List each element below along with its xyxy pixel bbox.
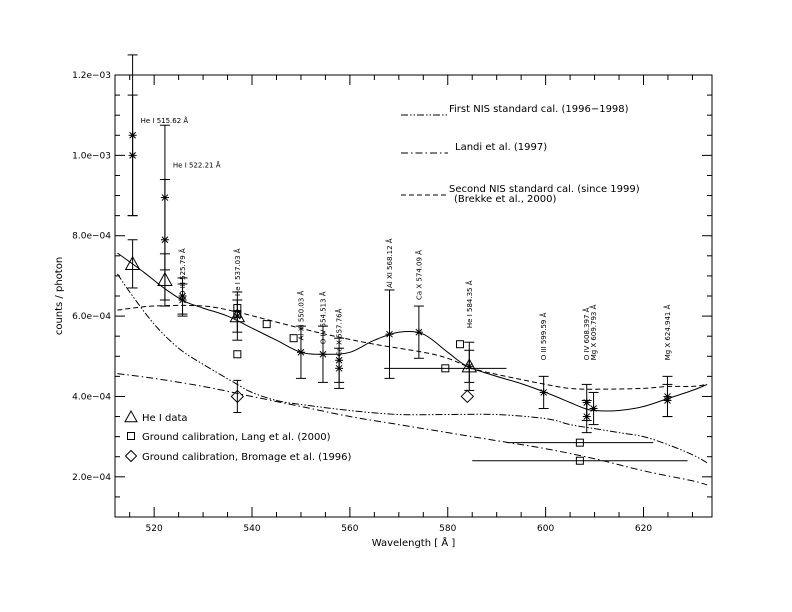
legend-diamond-icon: [124, 449, 138, 463]
square-point: [262, 320, 271, 329]
y-tick-label: 1.2e−03: [72, 71, 111, 81]
star-point: [128, 151, 137, 160]
triangle-point: [124, 255, 141, 270]
square-point: [233, 304, 242, 313]
star-point: [414, 328, 423, 337]
legend-square-icon: [127, 432, 135, 440]
x-tick-label: 560: [341, 524, 358, 534]
curve-solid: [117, 252, 708, 412]
legend-triangle-icon: [124, 409, 138, 423]
x-axis: 520 540 560 580 600 620: [129, 75, 693, 534]
diamond-point: [230, 389, 245, 404]
square-point: [441, 364, 450, 373]
star-point: [335, 364, 344, 373]
line-annotation: He I 537.03 Å: [233, 248, 242, 296]
star-point: [582, 412, 591, 421]
y-tick-label: 8.0e−04: [72, 232, 111, 242]
square-point: [289, 334, 298, 343]
y-axis-label: counts / photon: [54, 257, 65, 335]
line-annotation: O III 525.79 Å: [178, 248, 187, 296]
star-point: [465, 362, 474, 371]
line-annotation: O IV 554.513 Å: [319, 291, 328, 344]
curve-dash-dot: [117, 373, 708, 486]
x-tick-label: 540: [243, 524, 260, 534]
markers: [124, 131, 672, 465]
legend-marker-label: Ground calibration, Lang et al. (2000): [142, 432, 331, 443]
star-point: [233, 312, 242, 321]
star-point: [582, 398, 591, 407]
x-tick-label: 600: [537, 524, 554, 534]
star-point: [318, 350, 327, 359]
curve-dashed: [117, 304, 708, 390]
legend-line-label: Second NIS standard cal. (since 1999): [449, 184, 640, 195]
line-annotation: Al XI 550.03 Å: [297, 290, 306, 340]
line-annotation: He I 584.35 Å: [465, 280, 474, 328]
legend-line-label: (Brekke et al., 2000): [454, 194, 557, 205]
star-point: [160, 193, 169, 202]
y-tick-label: 6.0e−04: [72, 312, 111, 322]
x-tick-label: 520: [146, 524, 163, 534]
legend-lines: First NIS standard cal. (1996−1998) Landi…: [401, 104, 640, 205]
line-annotation: Mg X 624.941 Å: [663, 304, 672, 360]
star-point: [589, 404, 598, 413]
square-point: [233, 310, 242, 319]
x-tick-label: 620: [635, 524, 652, 534]
line-annotation: He I 522.21 Å: [173, 160, 221, 169]
star-point: [178, 296, 187, 305]
line-annotation: Ca X 557.76Å: [335, 308, 344, 356]
square-point: [575, 438, 584, 447]
legend-line-label: First NIS standard cal. (1996−1998): [449, 104, 629, 115]
x-tick-label: 580: [439, 524, 456, 534]
line-annotation: He I 515.62 Å: [141, 116, 189, 125]
legend-line-label: Landi et al. (1997): [455, 142, 547, 153]
legend-marker-label: Ground calibration, Bromage et al. (1996…: [142, 452, 352, 463]
triangle-point: [157, 271, 173, 287]
square-point: [233, 350, 242, 359]
line-annotation: Ca X 574.09 Å: [414, 250, 423, 300]
star-point: [663, 396, 672, 405]
square-point: [455, 340, 464, 349]
line-annotation: Mg X 609.793 Å: [589, 304, 598, 360]
square-point: [575, 456, 584, 465]
legend-markers: He I data Ground calibration, Lang et al.…: [124, 409, 352, 463]
y-axis: 2.0e−04 4.0e−04 6.0e−04 8.0e−04 1.0e−03 1.2e−…: [72, 71, 712, 518]
diamond-point: [460, 389, 475, 404]
star-point: [335, 356, 344, 365]
line-annotation: O III 599.59 Å: [539, 312, 548, 360]
star-point: [128, 131, 137, 140]
star-point: [385, 330, 394, 339]
line-annotation: Al XI 568.12 Å: [385, 238, 394, 288]
star-point: [160, 235, 169, 244]
x-axis-label: Wavelength [ Å ]: [372, 536, 456, 549]
y-tick-label: 4.0e−04: [72, 392, 111, 402]
line-annotations: He I 515.62 Å He I 522.21 Å O III 525.79 Å…: [141, 116, 672, 360]
curve-dash-dot-dot: [116, 273, 708, 464]
curves: [116, 252, 708, 486]
star-point: [296, 348, 305, 357]
triangle-point: [461, 358, 478, 373]
legend-marker-label: He I data: [142, 413, 188, 424]
y-tick-label: 1.0e−03: [72, 151, 111, 161]
line-annotation: O IV 608.397 Å: [582, 307, 591, 360]
star-point: [539, 388, 548, 397]
y-tick-label: 2.0e−04: [72, 473, 111, 483]
